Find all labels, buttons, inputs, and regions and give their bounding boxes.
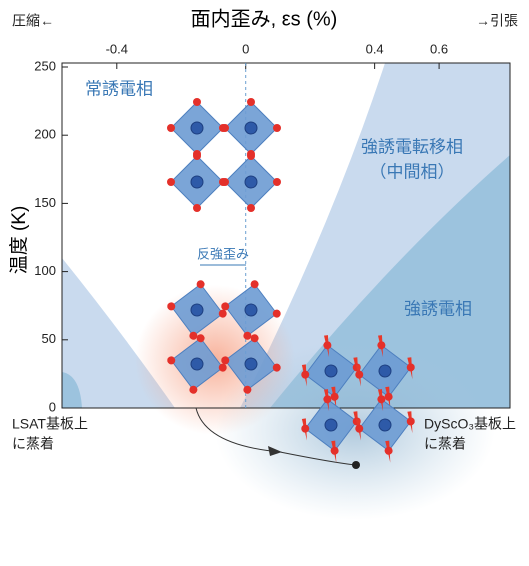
arrowhead xyxy=(268,446,282,456)
label: 強誘電相 xyxy=(404,299,472,318)
region-left-ferro xyxy=(62,372,82,408)
oxygen xyxy=(247,204,255,212)
octahedron xyxy=(167,98,227,158)
octahedron xyxy=(355,335,415,409)
y-tick-label: 0 xyxy=(49,399,56,414)
oxygen xyxy=(406,417,415,426)
oxygen xyxy=(272,309,281,318)
ion xyxy=(190,121,204,135)
oxygen xyxy=(384,446,393,455)
oxygen xyxy=(377,341,386,350)
oxygen xyxy=(167,124,175,132)
y-tick-label: 150 xyxy=(34,195,56,210)
octahedron xyxy=(301,335,361,409)
ion xyxy=(244,357,258,371)
label: 圧縮← xyxy=(12,13,54,29)
y-tick-label: 200 xyxy=(34,127,56,142)
octahedron xyxy=(221,280,281,340)
dot xyxy=(352,461,360,469)
label: DyScO₃基板上 xyxy=(424,416,516,432)
oxygen xyxy=(273,124,281,132)
ion xyxy=(244,303,258,317)
octahedron xyxy=(355,389,415,463)
ion xyxy=(244,121,258,135)
label: LSAT基板上 xyxy=(12,416,88,432)
oxygen xyxy=(218,363,227,372)
oxygen xyxy=(221,302,230,311)
oxygen xyxy=(243,385,252,394)
oxygen xyxy=(243,331,252,340)
x-tick-label: -0.4 xyxy=(106,41,128,56)
oxygen xyxy=(355,424,364,433)
ion xyxy=(324,364,338,378)
x-tick-label: 0 xyxy=(242,41,249,56)
label: （中間相） xyxy=(370,162,455,181)
octahedron xyxy=(167,334,227,394)
oxygen xyxy=(330,392,339,401)
oxygen xyxy=(193,204,201,212)
oxygen xyxy=(189,331,198,340)
oxygen xyxy=(301,424,310,433)
oxygen xyxy=(193,152,201,160)
label: 強誘電転移相 xyxy=(361,137,463,156)
ion xyxy=(378,418,392,432)
oxygen xyxy=(330,446,339,455)
oxygen xyxy=(167,178,175,186)
oxygen xyxy=(221,124,229,132)
octahedron xyxy=(221,334,281,394)
oxygen xyxy=(301,370,310,379)
oxygen xyxy=(193,98,201,106)
oxygen xyxy=(247,152,255,160)
label: 常誘電相 xyxy=(85,79,153,98)
ion xyxy=(324,418,338,432)
label: に蒸着 xyxy=(424,436,466,452)
oxygen xyxy=(196,280,205,289)
y-axis-title: 温度 (K) xyxy=(8,206,30,275)
y-tick-label: 50 xyxy=(42,331,56,346)
frame xyxy=(61,62,511,409)
ion xyxy=(190,175,204,189)
oxygen xyxy=(247,98,255,106)
ion xyxy=(378,364,392,378)
octahedron xyxy=(221,152,281,212)
oxygen xyxy=(196,334,205,343)
oxygen xyxy=(189,385,198,394)
oxygen xyxy=(272,363,281,372)
oxygen xyxy=(273,178,281,186)
glow xyxy=(215,340,495,520)
label: に蒸着 xyxy=(12,436,54,452)
octahedron xyxy=(301,389,361,463)
oxygen xyxy=(384,392,393,401)
oxygen xyxy=(323,341,332,350)
y-tick-label: 250 xyxy=(34,58,56,73)
oxygen xyxy=(167,356,176,365)
ion xyxy=(244,175,258,189)
x-tick-label: 0.6 xyxy=(430,41,448,56)
octahedron xyxy=(221,98,281,158)
oxygen xyxy=(221,356,230,365)
y-tick-label: 100 xyxy=(34,263,56,278)
oxygen xyxy=(218,309,227,318)
label: →引張 xyxy=(476,13,518,29)
oxygen xyxy=(250,334,259,343)
octahedron xyxy=(167,280,227,340)
oxygen xyxy=(355,370,364,379)
oxygen xyxy=(250,280,259,289)
oxygen xyxy=(221,178,229,186)
oxygen xyxy=(167,302,176,311)
label: 反強歪み xyxy=(197,246,249,261)
oxygen xyxy=(377,395,386,404)
oxygen xyxy=(406,363,415,372)
ion xyxy=(190,303,204,317)
octahedron xyxy=(167,152,227,212)
x-tick-label: 0.4 xyxy=(366,41,384,56)
ion xyxy=(190,357,204,371)
x-axis-title: 面内歪み, εs (%) xyxy=(191,7,338,30)
oxygen xyxy=(323,395,332,404)
